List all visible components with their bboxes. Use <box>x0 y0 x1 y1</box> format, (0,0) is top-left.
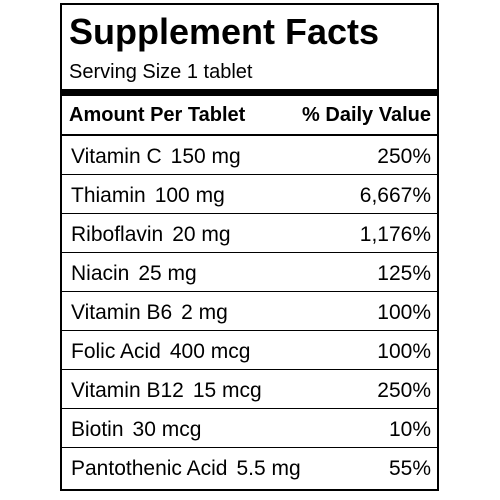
nutrient-row-vitamin-b12: Vitamin B12 15 mcg 250% <box>62 370 437 409</box>
daily-value-percent: 125% <box>377 262 431 285</box>
nutrient-row-biotin: Biotin 30 mcg 10% <box>62 409 437 448</box>
amount-per-tablet-heading: Amount Per Tablet <box>69 104 246 126</box>
nutrient-amount: 400 mcg <box>169 340 251 363</box>
daily-value-percent: 250% <box>377 145 431 168</box>
daily-value-percent: 10% <box>388 418 431 441</box>
serving-size: Serving Size 1 tablet <box>69 61 253 83</box>
daily-value-percent: 250% <box>377 379 431 402</box>
nutrient-amount: 5.5 mg <box>236 457 301 480</box>
nutrient-name: Vitamin B6 <box>71 301 173 324</box>
nutrient-amount: 15 mcg <box>192 379 262 402</box>
nutrient-name: Riboflavin <box>71 223 164 246</box>
nutrient-amount: 20 mg <box>172 223 231 246</box>
panel-title: Supplement Facts <box>69 11 380 52</box>
nutrient-row-vitamin-c: Vitamin C 150 mg 250% <box>62 136 437 175</box>
nutrient-name: Folic Acid <box>71 340 161 363</box>
nutrient-row-folic-acid: Folic Acid 400 mcg 100% <box>62 331 437 370</box>
daily-value-heading: % Daily Value <box>302 104 431 126</box>
daily-value-percent: 6,667% <box>359 184 431 207</box>
nutrient-row-niacin: Niacin 25 mg 125% <box>62 253 437 292</box>
nutrient-amount: 30 mcg <box>132 418 202 441</box>
nutrient-name: Vitamin C <box>71 145 162 168</box>
nutrient-name: Thiamin <box>71 184 146 207</box>
daily-value-percent: 100% <box>377 340 431 363</box>
nutrient-row-vitamin-b6: Vitamin B6 2 mg 100% <box>62 292 437 331</box>
nutrient-row-riboflavin: Riboflavin 20 mg 1,176% <box>62 214 437 253</box>
nutrient-name: Niacin <box>71 262 130 285</box>
nutrient-name: Vitamin B12 <box>71 379 184 402</box>
nutrient-amount: 100 mg <box>154 184 225 207</box>
thick-divider <box>62 89 437 96</box>
nutrient-amount: 2 mg <box>181 301 228 324</box>
nutrient-name: Biotin <box>71 418 124 441</box>
daily-value-percent: 100% <box>377 301 431 324</box>
nutrient-amount: 150 mg <box>170 145 241 168</box>
nutrient-row-thiamin: Thiamin 100 mg 6,667% <box>62 175 437 214</box>
supplement-facts-panel: Supplement Facts Serving Size 1 tablet A… <box>60 3 439 491</box>
nutrient-amount: 25 mg <box>138 262 197 285</box>
daily-value-percent: 1,176% <box>359 223 431 246</box>
table-header: Amount Per Tablet % Daily Value <box>62 96 437 136</box>
nutrient-row-pantothenic-acid: Pantothenic Acid 5.5 mg 55% <box>62 448 437 487</box>
daily-value-percent: 55% <box>388 457 431 480</box>
nutrient-name: Pantothenic Acid <box>71 457 228 480</box>
nutrient-rows: Vitamin C 150 mg 250% Thiamin 100 mg 6,667… <box>62 136 437 487</box>
